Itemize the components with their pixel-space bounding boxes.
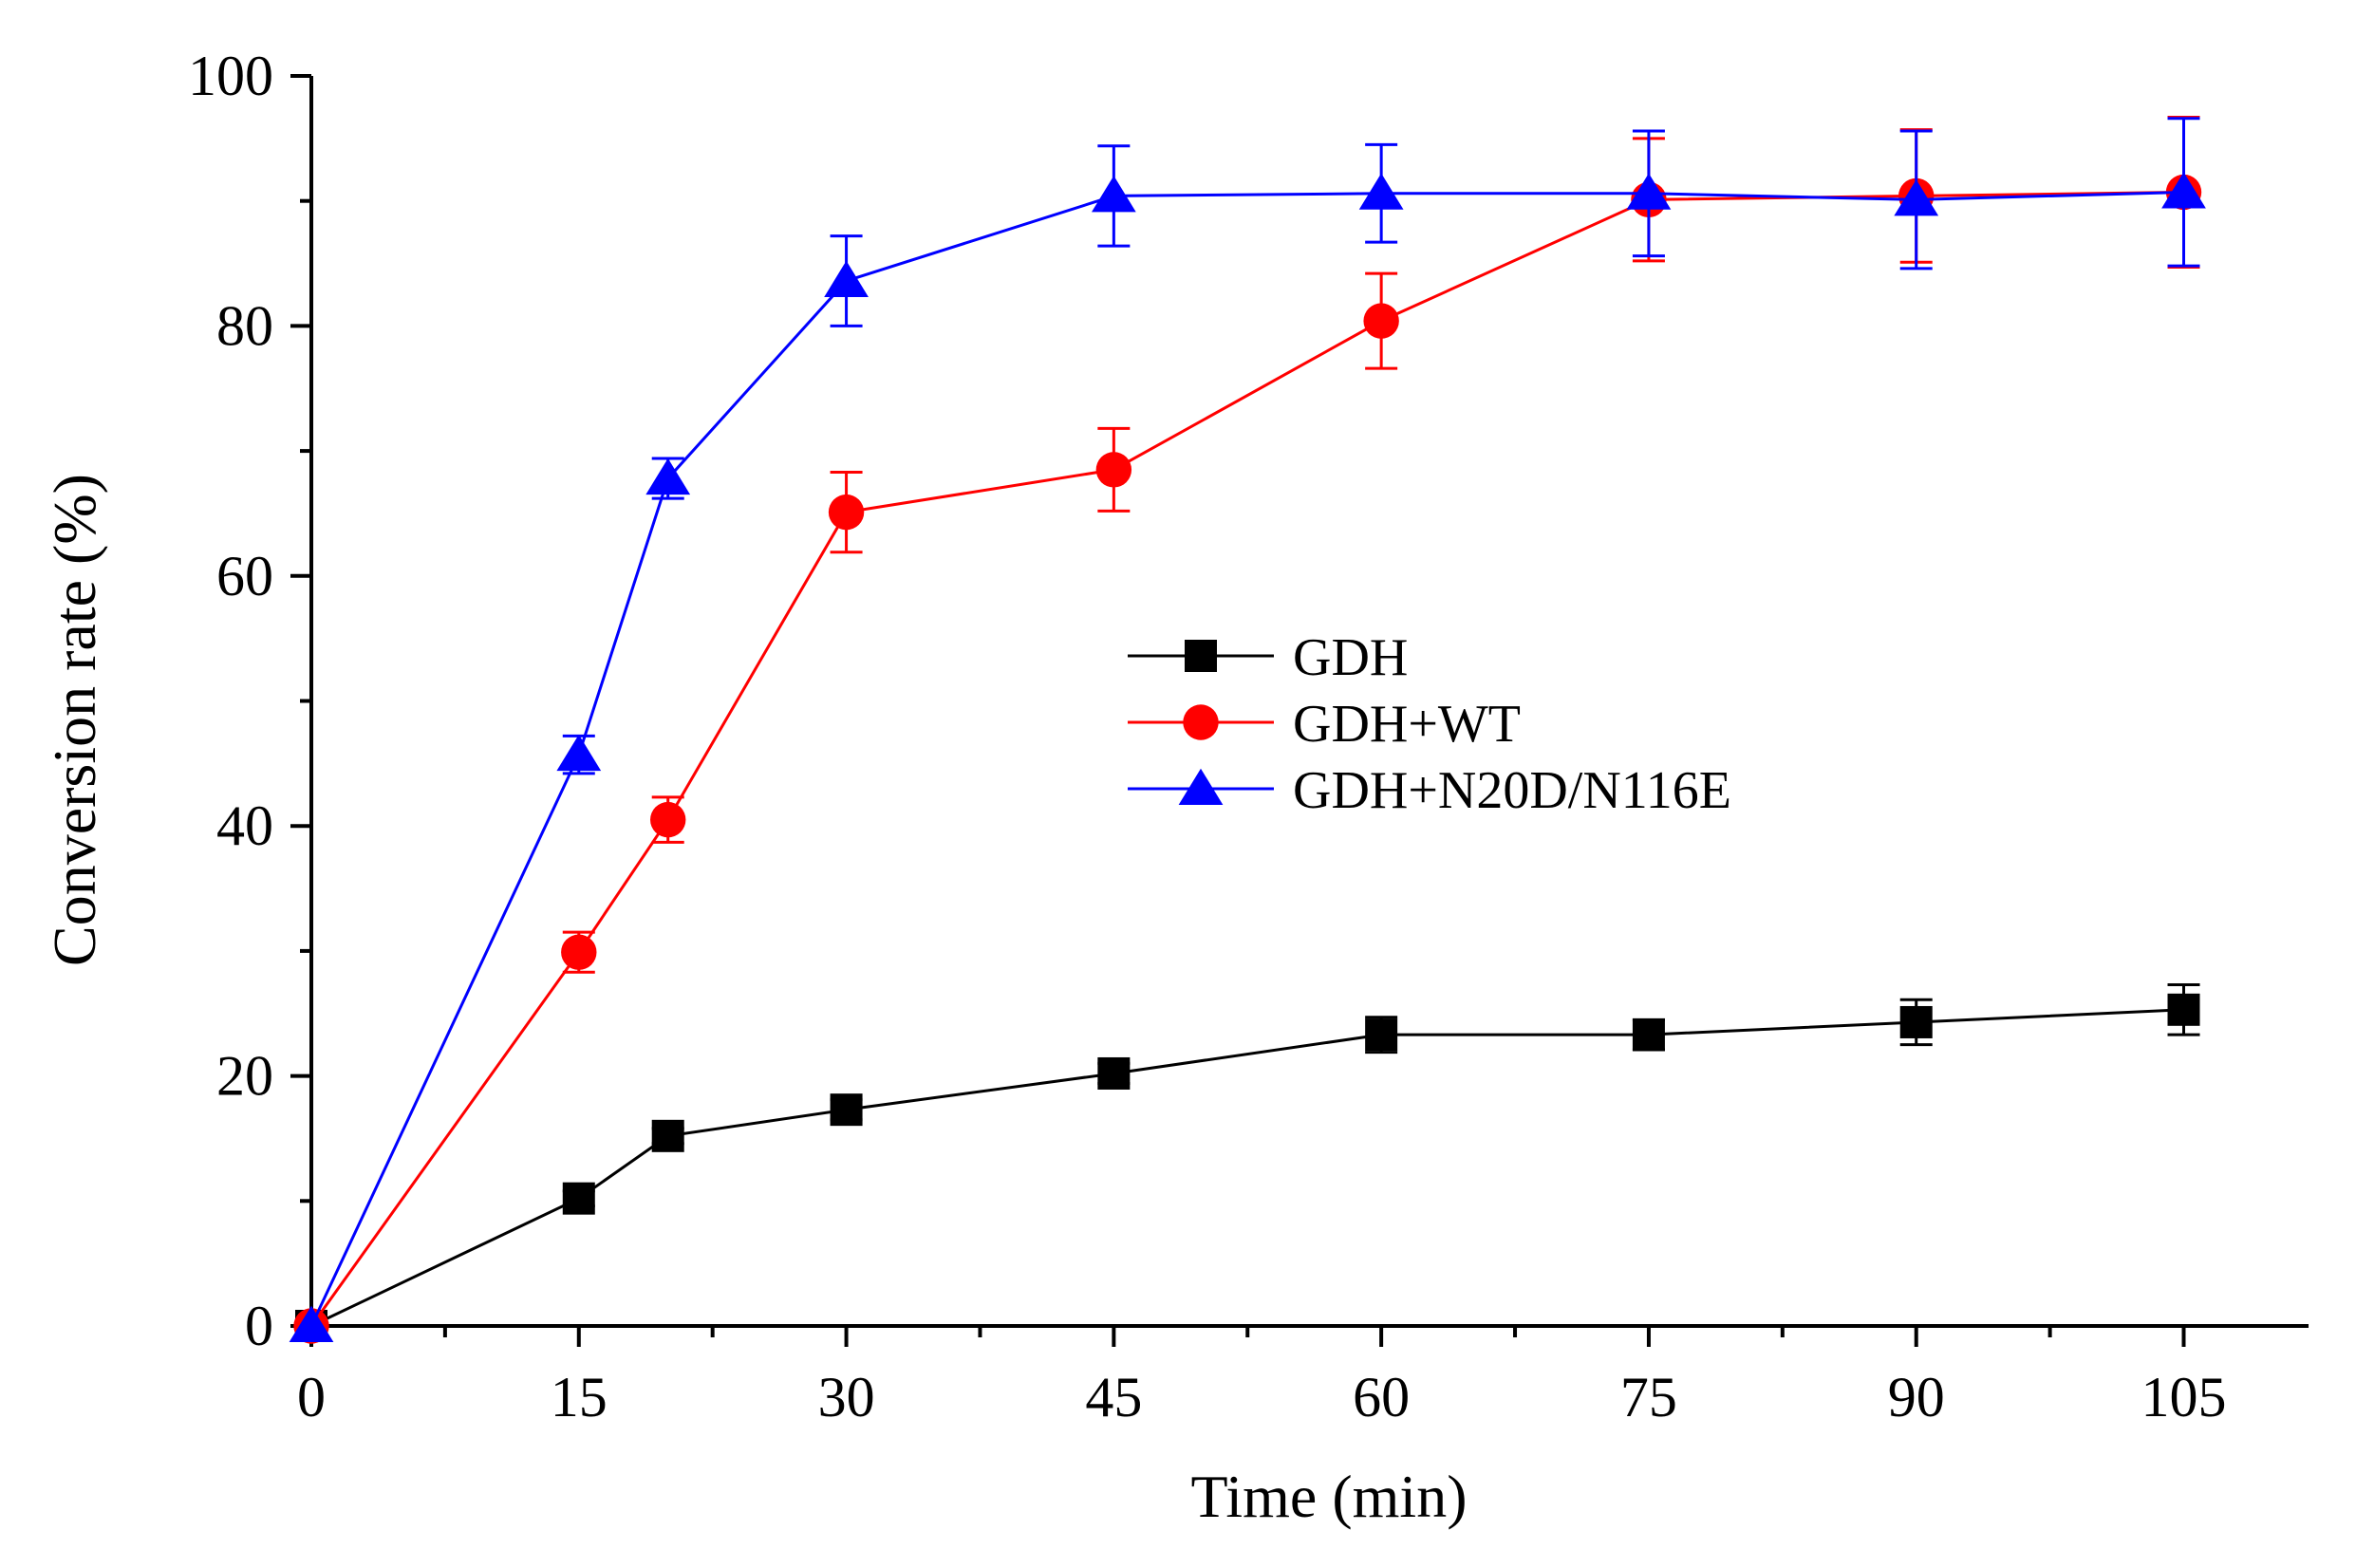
data-point [1365, 1018, 1398, 1052]
x-tick-label: 105 [2141, 1366, 2227, 1428]
y-tick-label: 40 [216, 794, 273, 857]
legend-label: GDH+N20D/N116E [1293, 761, 1731, 820]
data-point [556, 734, 602, 772]
legend-label: GDH+WT [1293, 695, 1521, 754]
data-point [1899, 1005, 1933, 1038]
x-tick-label: 15 [551, 1366, 608, 1428]
series-gdh-wt [293, 115, 2202, 1344]
x-tick-label: 75 [1620, 1366, 1677, 1428]
data-point [1095, 452, 1132, 488]
data-point [1097, 1056, 1131, 1090]
data-point [650, 801, 686, 838]
series-gdh [295, 982, 2200, 1342]
axes: 0 15 30 45 60 75 90 105 0 20 40 60 80 100 [188, 45, 2309, 1428]
legend-marker [1185, 640, 1217, 672]
x-axis-title: Time (min) [1191, 1463, 1468, 1530]
legend-item: GDH [1128, 628, 1408, 687]
y-tick-label: 100 [188, 45, 273, 107]
legend: GDH GDH+WT GDH+N20D/N116E [1128, 628, 1731, 820]
data-point [824, 260, 869, 297]
series-layer [289, 115, 2206, 1344]
data-point [1626, 173, 1672, 210]
y-tick-label: 0 [245, 1295, 273, 1357]
y-tick-label: 60 [216, 545, 273, 607]
data-point [1632, 1018, 1665, 1052]
legend-marker [1183, 704, 1219, 740]
x-tick-label: 45 [1085, 1366, 1142, 1428]
legend-marker [1178, 768, 1224, 805]
data-point [651, 1119, 684, 1152]
data-point [2161, 172, 2206, 209]
x-tick-label: 30 [818, 1366, 875, 1428]
x-tick-label: 90 [1888, 1366, 1945, 1428]
y-axis-title: Conversion rate (%) [41, 474, 108, 966]
data-point [2167, 993, 2200, 1026]
series-line [310, 1008, 2184, 1328]
legend-item: GDH+WT [1128, 695, 1521, 754]
y-tick-label: 80 [216, 294, 273, 357]
data-point [289, 1305, 334, 1342]
data-point [828, 494, 865, 531]
y-tick-label: 20 [216, 1045, 273, 1108]
data-point [1363, 303, 1399, 339]
data-point [645, 457, 691, 495]
series-gdh-n20d-n116e [289, 117, 2206, 1342]
data-point [1358, 173, 1404, 210]
x-tick-label: 0 [297, 1366, 326, 1428]
data-point [561, 934, 597, 970]
legend-label: GDH [1293, 628, 1408, 687]
data-point [1091, 176, 1136, 213]
data-point [562, 1182, 595, 1215]
data-point [1894, 179, 1939, 216]
x-tick-label: 60 [1353, 1366, 1410, 1428]
data-point [830, 1093, 863, 1127]
legend-item: GDH+N20D/N116E [1128, 761, 1731, 820]
